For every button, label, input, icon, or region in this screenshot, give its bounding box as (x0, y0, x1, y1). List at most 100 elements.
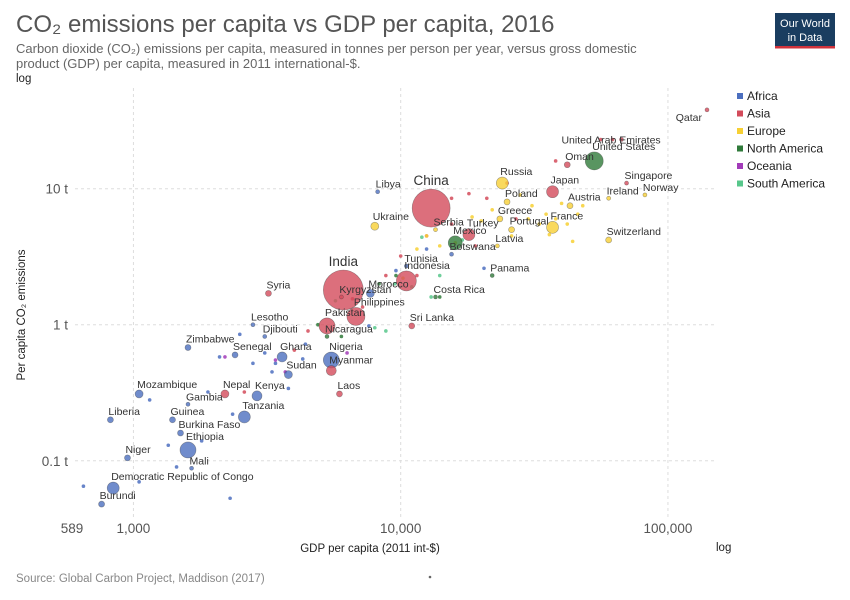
data-point[interactable] (537, 222, 542, 226)
owid-logo[interactable]: Our World in Data (775, 13, 835, 49)
data-point[interactable] (306, 329, 310, 333)
data-point[interactable] (518, 193, 522, 197)
data-point-democratic-republic-of-congo[interactable] (106, 481, 120, 495)
data-point-mozambique[interactable] (134, 389, 144, 399)
data-point-botswana[interactable] (449, 251, 454, 257)
data-point[interactable] (394, 273, 398, 278)
data-point[interactable] (526, 217, 530, 221)
data-point-kyrgyzstan[interactable] (339, 294, 344, 300)
data-point[interactable] (449, 222, 454, 226)
data-point-singapore[interactable] (624, 180, 629, 186)
data-point-oman[interactable] (563, 161, 571, 169)
data-point[interactable] (415, 247, 419, 251)
data-point-syria[interactable] (265, 290, 272, 297)
legend-swatch-africa[interactable] (737, 93, 743, 99)
data-point-switzerland[interactable] (605, 236, 612, 244)
data-point[interactable] (530, 203, 534, 208)
data-point-morocco[interactable] (366, 289, 375, 298)
legend-label-asia[interactable]: Asia (747, 107, 771, 121)
data-point[interactable] (360, 305, 365, 309)
data-point[interactable] (392, 281, 397, 286)
data-point-greece[interactable] (496, 215, 504, 223)
data-point[interactable] (490, 207, 495, 212)
data-point[interactable] (553, 217, 558, 221)
data-point-russia[interactable] (496, 176, 509, 190)
data-point-guinea[interactable] (169, 416, 176, 424)
data-point[interactable] (437, 244, 442, 248)
data-point-poland[interactable] (503, 198, 511, 206)
data-point-panama[interactable] (489, 273, 495, 278)
data-point-serbia[interactable] (433, 227, 438, 232)
data-point-djibouti[interactable] (262, 334, 268, 339)
data-point-tunisia[interactable] (404, 263, 409, 269)
data-point[interactable] (300, 357, 305, 361)
data-point-sudan[interactable] (284, 370, 293, 379)
data-point-zimbabwe[interactable] (184, 344, 192, 351)
data-point[interactable] (199, 439, 204, 443)
data-point[interactable] (394, 268, 398, 273)
data-point[interactable] (286, 386, 291, 391)
data-point[interactable] (230, 412, 235, 416)
data-point[interactable] (479, 219, 483, 223)
data-point-sri-lanka[interactable] (408, 322, 416, 330)
data-point[interactable] (559, 201, 564, 206)
data-point-libya[interactable] (375, 189, 380, 195)
data-point-ghana[interactable] (276, 351, 288, 363)
data-point[interactable] (449, 196, 454, 201)
data-point[interactable] (398, 254, 403, 258)
data-point[interactable] (420, 235, 424, 240)
data-point[interactable] (270, 370, 274, 374)
data-point[interactable] (292, 348, 297, 352)
data-point[interactable] (482, 266, 486, 271)
data-point-tanzania[interactable] (238, 410, 251, 424)
data-point-myanmar[interactable] (325, 365, 337, 376)
data-point[interactable] (429, 295, 433, 299)
legend-swatch-north-america[interactable] (737, 145, 743, 152)
legend-label-south-america[interactable]: South America (747, 177, 825, 191)
legend-label-africa[interactable]: Africa (747, 89, 778, 103)
data-point[interactable] (262, 351, 267, 355)
data-point-ethiopia[interactable] (179, 441, 197, 459)
data-point[interactable] (610, 137, 615, 142)
data-point[interactable] (147, 398, 152, 402)
data-point[interactable] (565, 222, 570, 226)
data-point[interactable] (437, 273, 442, 278)
data-point[interactable] (242, 390, 247, 394)
data-point[interactable] (206, 390, 210, 394)
data-point[interactable] (81, 484, 86, 489)
data-point[interactable] (303, 342, 308, 346)
data-point[interactable] (553, 159, 558, 163)
data-point[interactable] (467, 191, 471, 196)
data-point[interactable] (377, 281, 381, 286)
data-point[interactable] (384, 273, 388, 278)
data-point-qatar[interactable] (704, 107, 710, 113)
data-point[interactable] (580, 203, 585, 208)
data-point-costa-rica[interactable] (433, 294, 438, 300)
data-point-mali[interactable] (189, 466, 194, 471)
data-point[interactable] (372, 325, 377, 330)
legend-swatch-asia[interactable] (737, 110, 743, 117)
data-point[interactable] (345, 351, 349, 355)
data-point-china[interactable] (411, 188, 451, 228)
data-point[interactable] (137, 480, 141, 484)
data-point-senegal[interactable] (231, 351, 239, 359)
data-point[interactable] (437, 295, 442, 299)
data-point[interactable] (237, 332, 242, 337)
data-point-pakistan[interactable] (318, 317, 336, 335)
data-point-japan[interactable] (546, 185, 559, 199)
legend-swatch-europe[interactable] (737, 128, 743, 134)
data-point-turkey[interactable] (462, 228, 476, 241)
data-point[interactable] (473, 244, 477, 248)
legend-label-north-america[interactable]: North America (747, 142, 823, 156)
data-point[interactable] (547, 232, 552, 237)
data-point-mexico[interactable] (447, 235, 463, 251)
data-point-laos[interactable] (336, 390, 343, 398)
data-point[interactable] (509, 234, 514, 238)
data-point-india[interactable] (323, 269, 364, 311)
data-point-ukraine[interactable] (370, 221, 380, 231)
data-point[interactable] (415, 273, 419, 278)
data-point-philippines[interactable] (346, 307, 366, 326)
data-point[interactable] (576, 212, 580, 216)
data-point-niger[interactable] (124, 454, 131, 462)
data-point-lesotho[interactable] (250, 322, 256, 328)
